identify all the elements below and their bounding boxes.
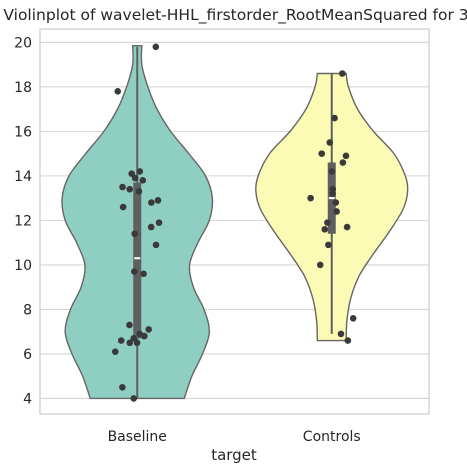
y-tick-label: 8 <box>23 302 32 318</box>
y-tick-label: 12 <box>14 213 32 229</box>
data-point <box>119 383 126 391</box>
violins <box>61 44 409 400</box>
data-point <box>155 219 163 226</box>
data-point <box>152 43 160 51</box>
data-point <box>114 88 122 95</box>
y-tick-label: 20 <box>14 35 32 51</box>
y-tick-label: 18 <box>14 80 32 96</box>
y-tick-label: 14 <box>14 169 32 185</box>
data-point <box>324 219 331 226</box>
data-point <box>136 168 144 175</box>
x-axis-label: target <box>211 446 257 464</box>
data-point <box>329 190 337 197</box>
data-point <box>343 223 351 231</box>
data-point <box>152 241 160 249</box>
iqr-box <box>133 182 142 339</box>
x-tick-label: Controls <box>303 429 361 445</box>
data-point <box>154 197 162 204</box>
data-points <box>111 43 357 402</box>
plot-frame <box>39 28 430 415</box>
x-tick-label: Baseline <box>108 429 167 445</box>
data-point <box>119 183 126 191</box>
chart-title: Violinplot of wavelet-HHL_firstorder_Roo… <box>3 6 467 25</box>
data-point <box>128 170 135 177</box>
data-point <box>307 194 314 202</box>
data-point <box>117 337 125 344</box>
data-point <box>147 223 155 231</box>
data-point <box>316 261 324 269</box>
data-point <box>131 230 138 238</box>
data-point <box>339 70 346 77</box>
data-point <box>145 326 153 333</box>
data-point <box>321 225 329 233</box>
data-point <box>133 339 141 347</box>
y-tick-labels: 4 6 8 10 12 14 16 18 20 <box>14 35 32 407</box>
data-point <box>332 199 340 206</box>
data-point <box>342 152 350 160</box>
data-point <box>326 139 334 146</box>
data-point <box>140 270 147 278</box>
data-point <box>139 177 147 184</box>
data-point <box>111 348 119 355</box>
data-point <box>135 188 143 195</box>
data-point <box>325 241 332 249</box>
data-point <box>328 168 336 175</box>
data-point <box>339 159 347 166</box>
data-point <box>130 395 138 402</box>
data-point <box>126 185 134 193</box>
data-point <box>349 315 357 322</box>
data-point <box>148 199 155 206</box>
data-point <box>131 174 139 182</box>
data-point <box>318 150 326 157</box>
y-tick-label: 6 <box>23 347 32 363</box>
y-tick-label: 4 <box>23 391 32 407</box>
data-point <box>126 339 134 347</box>
data-point <box>344 337 352 344</box>
data-point <box>337 330 345 338</box>
data-point <box>141 332 148 340</box>
data-point <box>131 268 138 275</box>
y-tick-label: 16 <box>14 124 32 140</box>
data-point <box>331 114 338 122</box>
y-tick-label: 10 <box>14 258 32 274</box>
data-point <box>333 208 340 215</box>
x-tick-labels: Baseline Controls <box>108 429 361 445</box>
data-point <box>126 321 133 329</box>
data-point <box>119 203 127 211</box>
